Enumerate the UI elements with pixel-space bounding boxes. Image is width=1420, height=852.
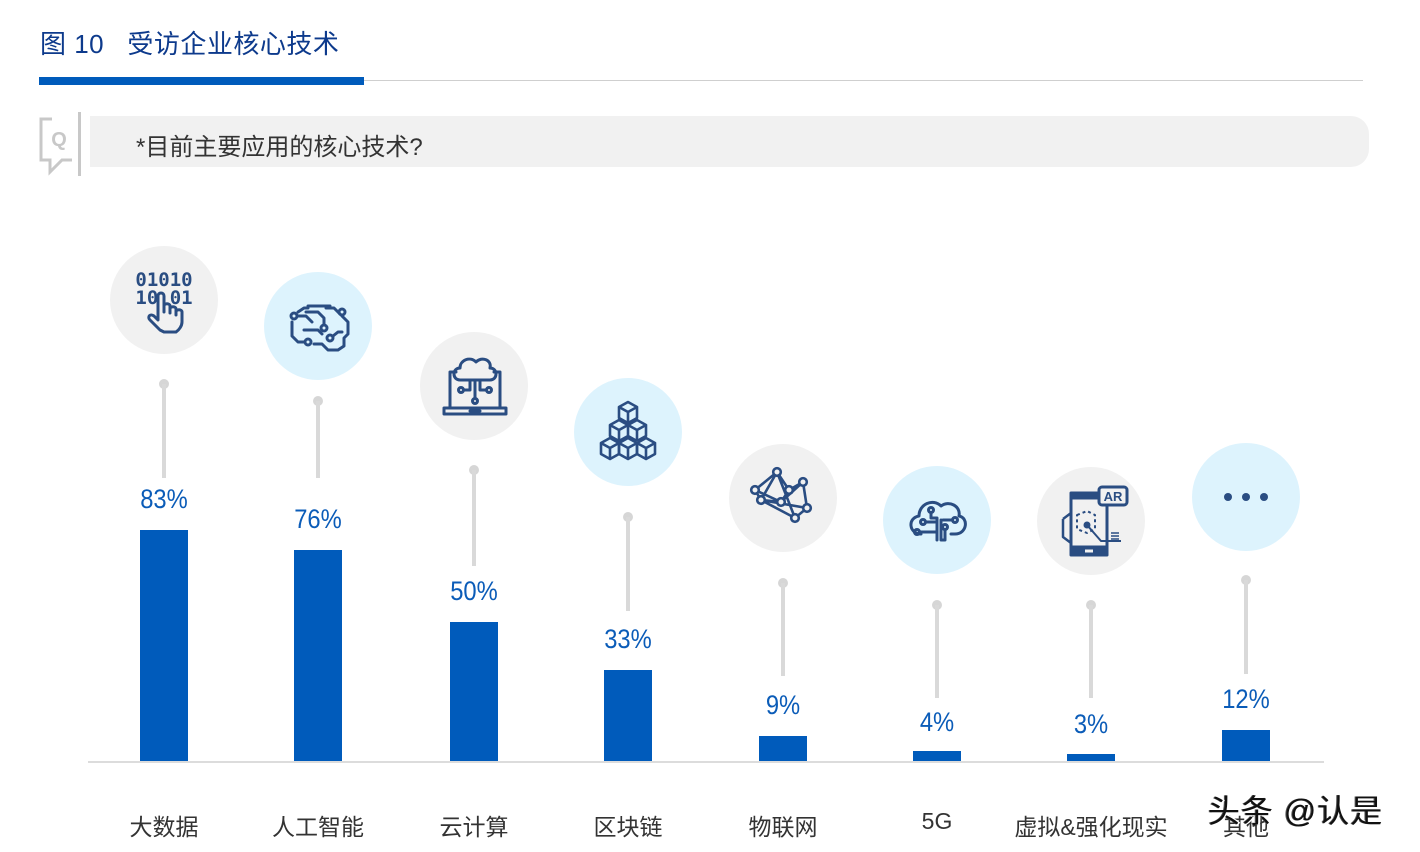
bar <box>1222 730 1270 761</box>
value-label: 9% <box>765 690 801 720</box>
more-dots-icon <box>1224 493 1268 501</box>
bar <box>759 736 807 761</box>
value-label: 83% <box>140 484 188 514</box>
value-label: 50% <box>450 576 498 606</box>
bar-group-cloud-computing: 50% 云计算 <box>394 0 554 852</box>
icon-circle <box>729 444 837 552</box>
bar-group-iot: 9% 物联网 <box>703 0 863 852</box>
category-label: 其他 <box>1223 814 1269 840</box>
svg-text:Q: Q <box>51 129 67 151</box>
question-banner <box>90 116 1369 167</box>
blockchain-cubes-icon <box>599 400 657 461</box>
category-label: 物联网 <box>748 814 818 840</box>
connector-line <box>935 605 939 698</box>
icon-circle <box>574 378 682 486</box>
q-speech-bubble-icon: Q <box>39 117 72 176</box>
value-label: 3% <box>1073 709 1109 739</box>
cloud-laptop-icon <box>442 357 508 416</box>
title-divider <box>364 80 1363 81</box>
question-text: *目前主要应用的核心技术? <box>136 134 423 161</box>
ar-phone-icon: AR <box>1061 485 1129 557</box>
icon-circle <box>264 272 372 380</box>
category-label: 人工智能 <box>272 814 364 840</box>
question-separator <box>78 112 81 176</box>
category-label: 5G <box>921 808 953 834</box>
cloud-circuit-icon <box>909 500 967 542</box>
svg-text:01010: 01010 <box>135 269 192 291</box>
connector-line <box>162 384 166 478</box>
figure-title: 图 10 受访企业核心技术 <box>40 29 340 59</box>
bar <box>294 550 342 761</box>
icon-circle <box>1192 443 1300 551</box>
bar <box>450 622 498 761</box>
category-label: 大数据 <box>129 814 199 840</box>
bar-group-ai: 76% 人工智能 <box>238 0 398 852</box>
bar-group-big-data: 01010 10 01 83% 大数据 <box>84 0 244 852</box>
bar <box>913 751 961 761</box>
value-label: 12% <box>1222 684 1270 714</box>
bar-group-other: 12% 其他 <box>1166 0 1326 852</box>
value-label: 4% <box>919 707 955 737</box>
value-label: 33% <box>604 624 652 654</box>
x-axis-baseline <box>88 761 1324 763</box>
binary-touch-icon: 01010 10 01 <box>135 269 193 334</box>
category-label: 区块链 <box>593 814 663 840</box>
category-label: 虚拟&强化现实 <box>1014 814 1168 840</box>
connector-line <box>1244 580 1248 674</box>
bar <box>604 670 652 761</box>
svg-text:AR: AR <box>1104 489 1123 504</box>
connector-line <box>626 517 630 611</box>
bar-group-blockchain: 33% 区块链 <box>548 0 708 852</box>
connector-line <box>316 401 320 478</box>
icon-circle: 01010 10 01 <box>110 246 218 354</box>
icon-circle <box>420 332 528 440</box>
circuit-brain-icon <box>289 304 350 352</box>
title-accent-bar <box>39 77 364 85</box>
connector-line <box>781 583 785 676</box>
value-label: 76% <box>294 504 342 534</box>
category-label: 云计算 <box>439 814 509 840</box>
bar <box>140 530 188 761</box>
icon-circle <box>883 466 991 574</box>
bar-group-ar-vr: AR 3% 虚拟&强化现实 <box>1011 0 1171 852</box>
icon-circle: AR <box>1037 467 1145 575</box>
connector-line <box>472 470 476 566</box>
network-nodes-icon <box>749 466 813 524</box>
connector-line <box>1089 605 1093 698</box>
watermark: 头条 @认是 <box>1208 793 1384 829</box>
bar-group-5g: 4% 5G <box>857 0 1017 852</box>
bar <box>1067 754 1115 761</box>
